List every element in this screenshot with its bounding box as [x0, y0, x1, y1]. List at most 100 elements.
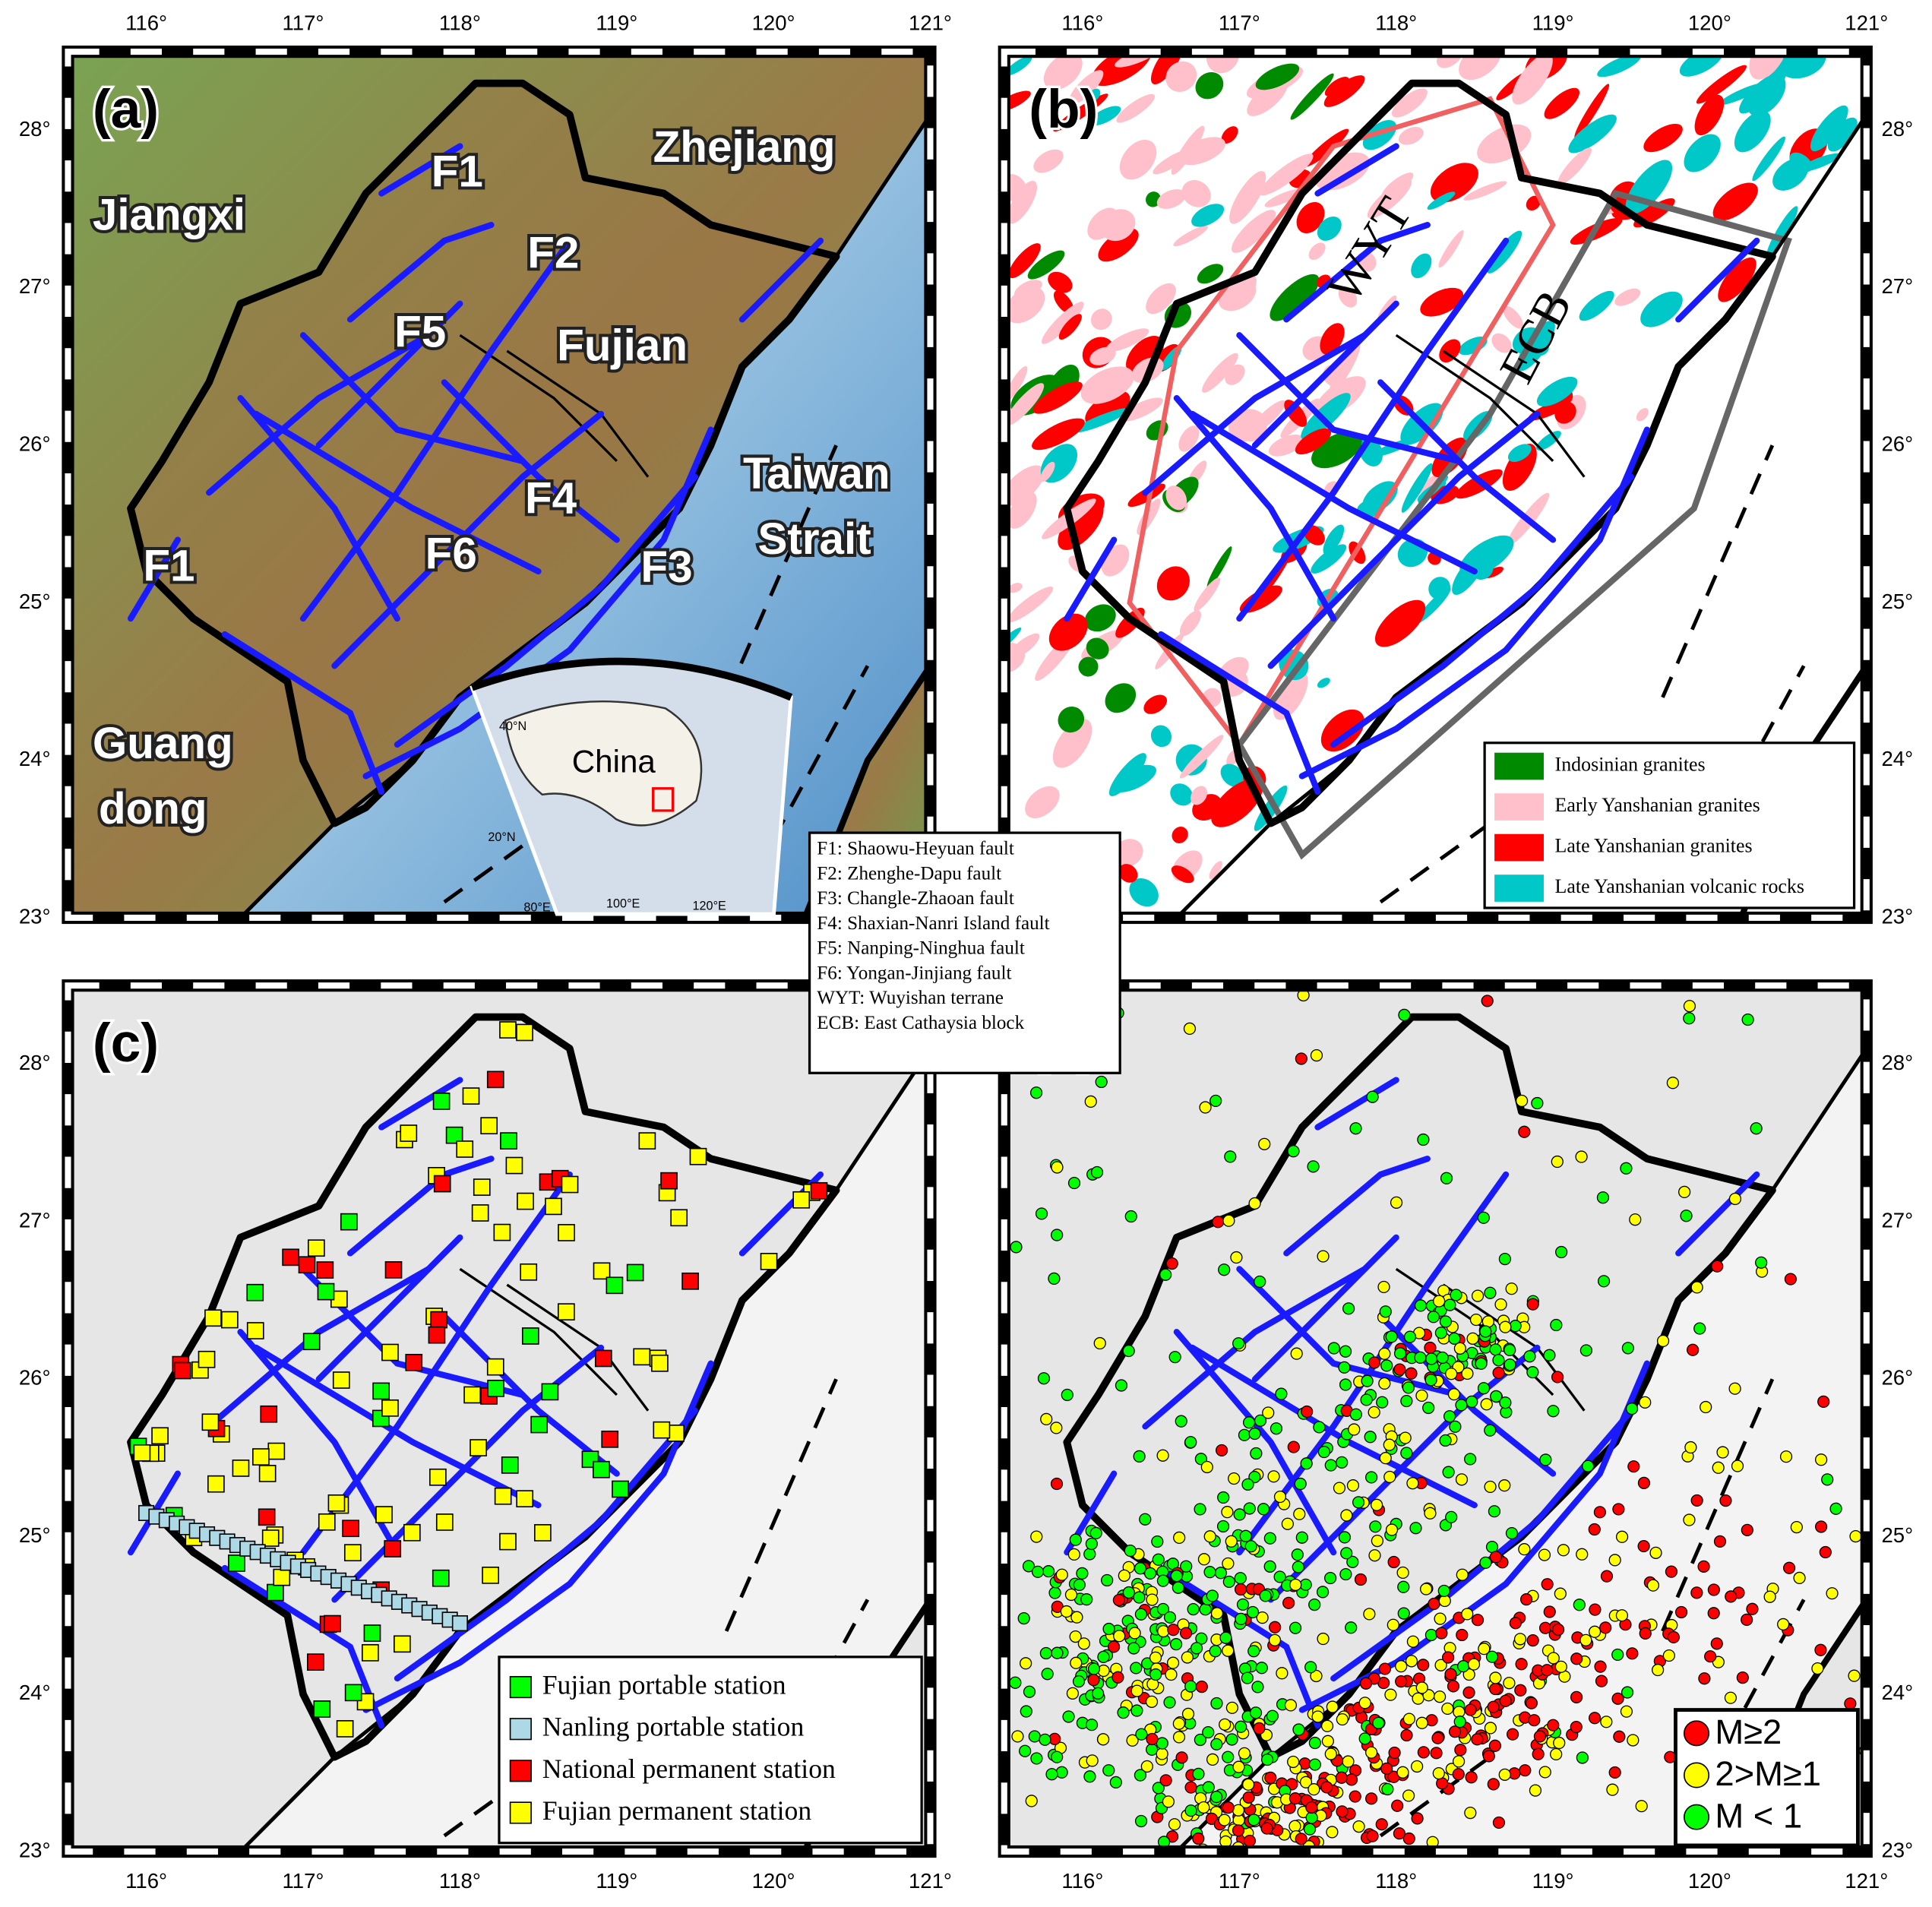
earthquake [1064, 1588, 1078, 1602]
earthquake [1190, 1642, 1203, 1655]
legend-text: ECB: East Cathaysia block [817, 1013, 1024, 1033]
earthquake [1203, 1566, 1216, 1579]
station [313, 1700, 331, 1718]
earthquake [1062, 1710, 1075, 1723]
earthquake [1345, 1773, 1358, 1786]
earthquake [1275, 1387, 1288, 1400]
earthquake [1445, 1510, 1458, 1523]
earthquake [1414, 1351, 1427, 1364]
earthquake [1368, 1406, 1380, 1418]
earthquake [1338, 1361, 1351, 1374]
earthquake [1712, 1461, 1725, 1474]
earthquake [1010, 1241, 1023, 1254]
lat-tick-label: 28° [1881, 117, 1913, 141]
earthquake [1258, 1137, 1271, 1150]
fault [441, 379, 620, 543]
earthquake [1163, 1696, 1176, 1709]
place-name: F1 [432, 147, 483, 197]
earthquake [1039, 1733, 1051, 1746]
lat-tick-label: 24° [1881, 747, 1913, 770]
earthquake [1126, 1734, 1139, 1747]
earthquake [1388, 1746, 1401, 1760]
earthquake [1264, 1771, 1277, 1785]
earthquake [1504, 1343, 1516, 1357]
earthquake [1570, 1690, 1583, 1703]
earthquake [1281, 1517, 1294, 1530]
earthquake [1445, 1368, 1458, 1380]
earthquake [1538, 1548, 1551, 1561]
place-name: F6 [425, 529, 477, 578]
station [298, 1256, 316, 1274]
earthquake [1019, 1744, 1032, 1757]
earthquake [1637, 1539, 1650, 1553]
station [261, 1529, 280, 1547]
fault [237, 394, 400, 622]
earthquake [1349, 1408, 1362, 1421]
earthquake [1349, 1122, 1362, 1135]
earthquake [1436, 1351, 1449, 1365]
earthquake [1256, 1611, 1269, 1624]
station [432, 1569, 450, 1587]
geology-patch [1007, 583, 1023, 593]
geology-patch [1311, 544, 1347, 574]
earthquake [1287, 1755, 1300, 1769]
earthquake [1134, 1769, 1147, 1782]
earthquake [1250, 1447, 1263, 1460]
fault [1267, 410, 1541, 669]
legend-swatch [509, 1801, 532, 1824]
earthquake [1197, 1871, 1209, 1883]
earthquake [1384, 1688, 1397, 1701]
earthquake [1070, 1611, 1083, 1624]
earthquake [1214, 1567, 1227, 1580]
fault-legend: F1: Shaowu-Heyuan fault F2: Zhenghe-Dapu … [808, 831, 1121, 1074]
geology-patch [1766, 206, 1798, 259]
earthquake [1693, 1322, 1706, 1335]
earthquake [1551, 1623, 1565, 1636]
geology-patch [1040, 461, 1055, 482]
station [381, 1343, 399, 1361]
earthquake [1666, 1077, 1679, 1089]
geology-patch [1487, 230, 1523, 274]
earthquake [1324, 1571, 1337, 1585]
geology-patch [1544, 87, 1580, 119]
earthquake [1716, 1446, 1729, 1459]
geology-patch [1507, 444, 1532, 462]
earthquake [1396, 1766, 1409, 1779]
earthquake [1202, 1781, 1215, 1794]
earthquake [1637, 1476, 1651, 1490]
earthquake [1649, 1546, 1662, 1559]
geology-patch [1503, 305, 1523, 329]
station [317, 1282, 335, 1301]
earthquake [1045, 1768, 1058, 1781]
panel-label: (b) [1029, 79, 1098, 140]
earthquake [1050, 1422, 1063, 1434]
earthquake [1436, 1777, 1449, 1790]
earthquake [1518, 1125, 1531, 1138]
earthquake [1122, 1344, 1135, 1358]
geology-patch [1827, 117, 1858, 152]
earthquake [1222, 1644, 1235, 1657]
earthquake [1523, 1350, 1536, 1363]
earthquake [1222, 1801, 1235, 1814]
place-name: F1 [143, 542, 194, 591]
earthquake [1543, 1349, 1556, 1361]
geology-patch [1088, 88, 1101, 102]
earthquake [1170, 1570, 1183, 1583]
geology-patch [1172, 827, 1188, 843]
legend-text: F4: Shaxian-Nanri Island fault [817, 913, 1049, 934]
geology-patch [1696, 65, 1747, 104]
earthquake [1492, 1354, 1505, 1367]
earthquake [1238, 1428, 1251, 1441]
station [307, 1239, 325, 1257]
earthquake [1308, 1758, 1321, 1771]
earthquake [1310, 1669, 1323, 1683]
legend-text: F2: Zhenghe-Dapu fault [817, 863, 1001, 884]
earthquake [1777, 1618, 1790, 1630]
earthquake [1455, 1399, 1468, 1412]
station [500, 1132, 517, 1150]
earthquake [1498, 1768, 1511, 1781]
station [561, 1175, 579, 1194]
earthquake [1452, 1755, 1466, 1768]
geology-patch [1516, 320, 1555, 372]
earthquake [1080, 1593, 1093, 1606]
